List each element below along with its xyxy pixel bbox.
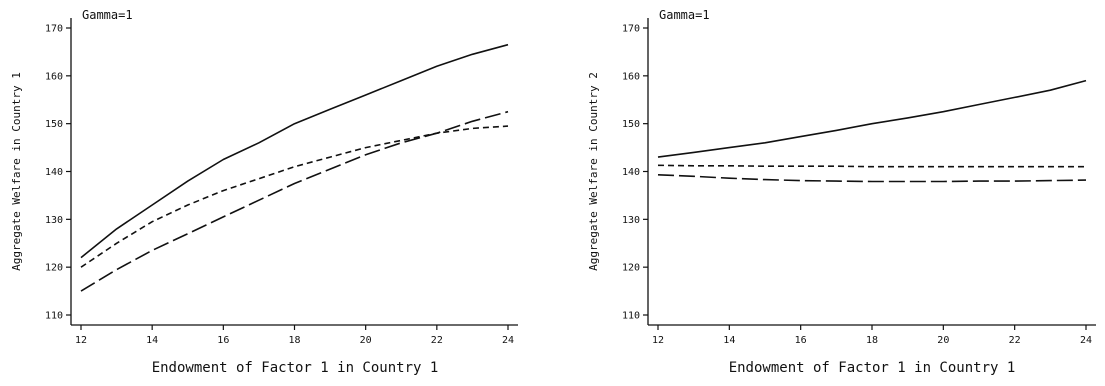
y-tick-label: 150 xyxy=(622,119,640,130)
y-tick-label: 170 xyxy=(45,24,63,35)
y-tick-label: 150 xyxy=(45,119,63,130)
x-tick-label: 22 xyxy=(1009,335,1021,346)
y-tick-label: 140 xyxy=(622,167,640,178)
x-axis-title: Endowment of Factor 1 in Country 1 xyxy=(729,360,1016,376)
series-line-solid xyxy=(80,43,509,259)
y-axis-title: Aggregate Welfare in Country 1 xyxy=(10,72,23,271)
x-tick-label: 16 xyxy=(795,335,807,346)
x-axis-title: Endowment of Factor 1 in Country 1 xyxy=(152,360,439,376)
gamma-annotation: Gamma=1 xyxy=(82,8,133,22)
y-tick-label: 170 xyxy=(622,24,640,35)
y-tick-label: 110 xyxy=(622,311,640,322)
series-line-short-dash xyxy=(80,125,509,268)
y-tick-label: 160 xyxy=(622,71,640,82)
x-tick-label: 16 xyxy=(217,335,229,346)
y-axis-title: Aggregate Welfare in Country 2 xyxy=(587,72,600,271)
series-line-long-dash xyxy=(80,110,509,292)
x-tick-label: 22 xyxy=(431,335,443,346)
x-tick-label: 24 xyxy=(1080,335,1092,346)
y-tick-label: 110 xyxy=(45,311,63,322)
gamma-annotation: Gamma=1 xyxy=(659,8,710,22)
x-tick-label: 14 xyxy=(146,335,158,346)
y-tick-label: 140 xyxy=(45,167,63,178)
series-line-long-dash xyxy=(657,174,1087,183)
x-tick-label: 14 xyxy=(723,335,735,346)
x-tick-label: 18 xyxy=(866,335,878,346)
y-tick-label: 120 xyxy=(622,263,640,274)
x-tick-label: 20 xyxy=(360,335,372,346)
series-line-short-dash xyxy=(657,164,1086,168)
y-tick-label: 130 xyxy=(622,215,640,226)
x-tick-label: 20 xyxy=(937,335,949,346)
x-tick-label: 12 xyxy=(75,335,87,346)
x-tick-label: 12 xyxy=(652,335,664,346)
chart-panel-right: 110 120 130 140 150 160 170 12 14 16 18 20 22 24 Endow… xyxy=(587,8,1096,376)
x-tick-label: 24 xyxy=(502,335,514,346)
x-tick-label: 18 xyxy=(288,335,300,346)
y-tick-label: 120 xyxy=(45,263,63,274)
y-tick-label: 160 xyxy=(45,71,63,82)
chart-panel-left: 110 120 130 140 150 160 170 12 14 16 18 20 22 24 Endow… xyxy=(10,8,518,376)
series-line-solid xyxy=(657,79,1087,158)
y-tick-label: 130 xyxy=(45,215,63,226)
